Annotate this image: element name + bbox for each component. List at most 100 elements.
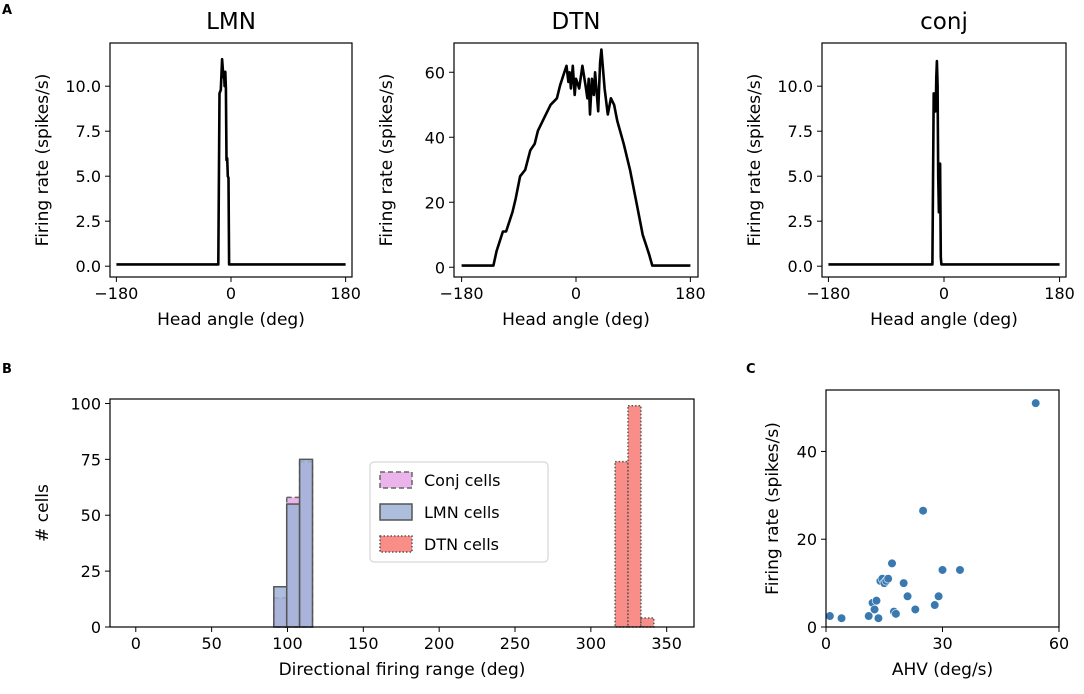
chart-title: DTN: [552, 9, 601, 35]
legend-swatch: [379, 471, 413, 489]
histogram-bar: [627, 404, 642, 628]
x-tick-label: −180: [94, 284, 138, 303]
histogram-bar: [614, 460, 629, 628]
x-tick-label: 250: [500, 634, 531, 653]
x-tick-label: −180: [806, 284, 850, 303]
scatter-point: [869, 604, 880, 615]
x-axis-label: AHV (deg/s): [892, 660, 993, 680]
scatter-point: [825, 611, 835, 621]
y-tick-label: 25: [81, 562, 101, 581]
x-tick-label: 100: [272, 634, 303, 653]
y-tick-label: 0: [91, 618, 101, 637]
panel-letter-a: A: [2, 3, 12, 18]
y-tick-label: 20: [425, 193, 445, 212]
y-tick-label: 2.5: [76, 212, 101, 231]
y-tick-label: 5.0: [76, 167, 101, 186]
tuning-curve-line: [461, 48, 691, 267]
plot-frame: [109, 398, 695, 628]
x-axis-label: Head angle (deg): [157, 310, 305, 330]
y-tick-label: 40: [797, 442, 817, 461]
chart-title: conj: [920, 9, 968, 35]
x-tick-label: 60: [1049, 634, 1069, 653]
x-tick-label: 0: [821, 634, 831, 653]
scatter-point: [899, 578, 909, 588]
scatter-point: [955, 565, 965, 575]
x-tick-label: 0: [939, 284, 949, 303]
x-tick-label: −180: [440, 284, 484, 303]
scatter-point: [902, 591, 913, 601]
y-tick-label: 5.0: [788, 167, 813, 186]
scatter-point: [873, 613, 884, 623]
y-tick-label: 40: [425, 128, 445, 147]
x-tick-label: 180: [675, 284, 706, 303]
x-axis-label: Head angle (deg): [502, 310, 650, 330]
x-tick-label: 0: [226, 284, 236, 303]
panel-letter-b: B: [2, 362, 12, 377]
scatter-point: [891, 609, 901, 619]
x-tick-label: 0: [571, 284, 581, 303]
legend-swatch: [379, 535, 413, 553]
scatter-point: [864, 611, 874, 621]
legend-box: [369, 461, 549, 563]
y-tick-label: 10.0: [65, 77, 101, 96]
x-axis-label: Directional firing range (deg): [279, 660, 526, 680]
y-tick-label: 7.5: [788, 122, 813, 141]
x-tick-label: 200: [424, 634, 455, 653]
x-tick-label: 300: [576, 634, 607, 653]
y-axis-label: Firing rate (spikes/s): [33, 74, 53, 247]
y-tick-label: 0: [807, 618, 817, 637]
x-tick-label: 180: [330, 284, 361, 303]
scatter-point: [918, 506, 928, 516]
plot-frame: [109, 42, 353, 278]
plot-frame: [825, 389, 1060, 628]
y-axis-label: Firing rate (spikes/s): [377, 74, 397, 247]
histogram-bar: [298, 458, 314, 628]
legend-swatch: [379, 503, 413, 521]
y-tick-label: 0.0: [76, 257, 101, 276]
y-tick-label: 60: [425, 63, 445, 82]
tuning-curve-line: [828, 59, 1060, 266]
plot-frame: [821, 42, 1067, 278]
x-tick-label: 0: [131, 634, 141, 653]
y-axis-label: Firing rate (spikes/s): [763, 422, 783, 595]
ahv-scatter-chart: 0 30 60 0 20 40 AHV (deg/s) Firing rate (spikes…: [763, 389, 1069, 680]
y-tick-label: 100: [70, 394, 101, 413]
tuning-curve-line: [116, 57, 346, 266]
y-axis-label: # cells: [33, 484, 53, 542]
chart-title: LMN: [206, 9, 256, 35]
x-tick-label: 350: [651, 634, 682, 653]
y-tick-label: 7.5: [76, 122, 101, 141]
y-tick-label: 75: [81, 450, 101, 469]
y-tick-label: 20: [797, 530, 817, 549]
scatter-point: [883, 574, 893, 584]
scatter-point: [934, 591, 944, 601]
scatter-point: [887, 558, 897, 568]
legend-label: Conj cells: [424, 471, 501, 490]
y-tick-label: 2.5: [788, 212, 813, 231]
x-axis-label: Head angle (deg): [870, 310, 1018, 330]
scatter-point: [1031, 398, 1041, 408]
y-tick-label: 50: [81, 506, 101, 525]
legend-label: DTN cells: [424, 535, 499, 554]
firing-range-histogram: 0 50 100 150 200 250 300 350 0 25 50 75 100 Direction…: [33, 394, 695, 680]
y-tick-label: 0.0: [788, 257, 813, 276]
histogram-bar: [640, 617, 655, 628]
x-tick-label: 180: [1044, 284, 1075, 303]
histogram-bar: [273, 586, 288, 628]
x-tick-label: 50: [201, 634, 221, 653]
panel-letter-c: C: [746, 362, 756, 377]
histogram-bar: [285, 503, 301, 628]
plot-frame: [453, 42, 699, 278]
x-tick-label: 30: [932, 634, 952, 653]
dtn-tuning-chart: −180 0 180 0 20 40 60 Head angle (deg) Firing ra…: [377, 9, 706, 330]
y-tick-label: 0: [435, 258, 445, 277]
lmn-tuning-chart: −180 0 180 0.0 2.5 5.0 7.5 10.0 Head angle (deg)…: [33, 9, 361, 330]
y-axis-label: Firing rate (spikes/s): [745, 74, 765, 247]
x-tick-label: 150: [348, 634, 379, 653]
scatter-point: [836, 613, 847, 623]
scatter-point: [910, 604, 920, 615]
legend-label: LMN cells: [424, 503, 500, 522]
scatter-point: [937, 565, 948, 575]
scatter-point: [930, 600, 940, 610]
